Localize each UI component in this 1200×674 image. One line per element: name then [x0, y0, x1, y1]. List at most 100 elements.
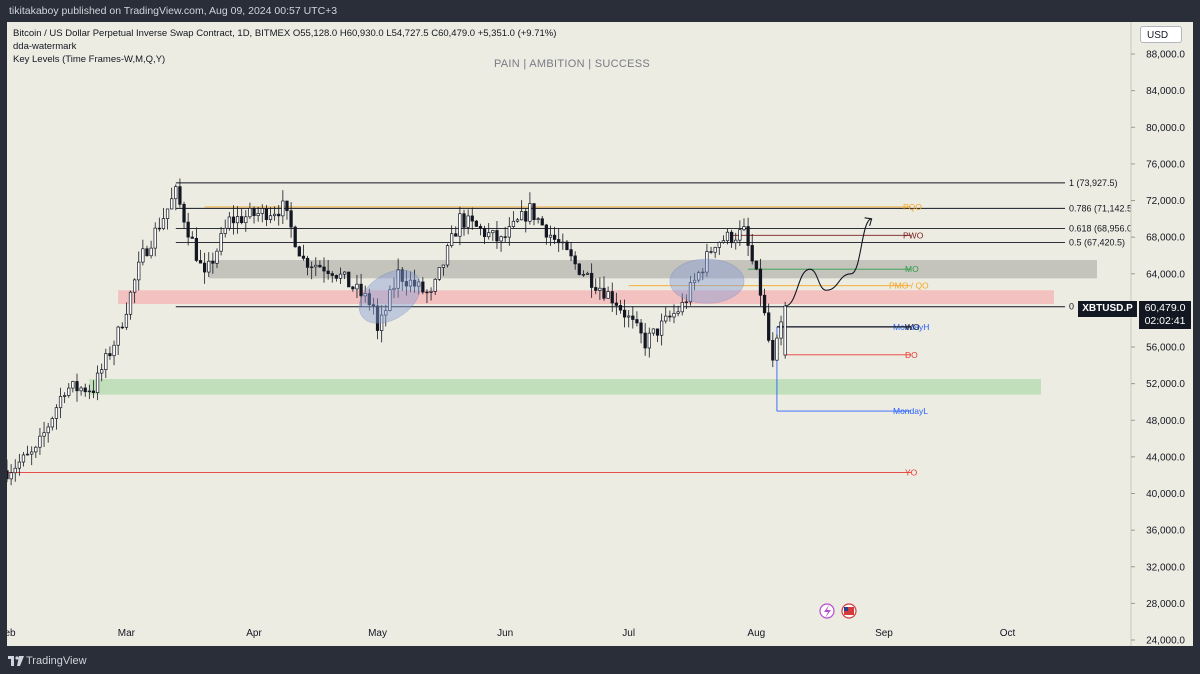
candle: [17, 453, 21, 476]
candle-body: [145, 248, 149, 257]
candle-body: [569, 249, 573, 257]
candle: [495, 221, 499, 249]
candle: [618, 299, 623, 314]
candle: [779, 315, 783, 346]
fib-level-label: 0: [1069, 302, 1074, 312]
candle-body: [388, 289, 392, 311]
candle: [9, 464, 13, 486]
candle-body: [100, 369, 104, 374]
candle-body: [338, 273, 343, 279]
candle: [21, 452, 26, 467]
chart-canvas[interactable]: 1 (73,927.5) 0.786 (71,142.5) 0.618 (68,95…: [7, 22, 1193, 646]
candle: [540, 215, 544, 226]
candle-body: [157, 227, 161, 230]
candle: [400, 267, 404, 291]
candle: [404, 270, 408, 296]
candle: [75, 373, 79, 402]
candle: [730, 229, 734, 248]
candle-body: [470, 215, 474, 222]
candle: [363, 285, 367, 303]
key-levels-indicator[interactable]: Key Levels (Time Frames-W,M,Q,Y): [13, 54, 166, 65]
candle: [408, 271, 413, 293]
candle: [277, 204, 281, 226]
candle: [660, 313, 664, 346]
candle-body: [104, 353, 108, 370]
time-tick-label: Jul: [622, 628, 635, 639]
candle-body: [305, 257, 310, 268]
candle-body: [75, 381, 79, 392]
candle: [170, 187, 174, 210]
candle-body: [738, 229, 742, 241]
candle: [482, 225, 487, 245]
candle: [371, 297, 376, 315]
candle-body: [355, 283, 359, 290]
candle-body: [301, 255, 306, 259]
candle-body: [87, 390, 91, 393]
candle-body: [30, 451, 34, 455]
candle: [532, 203, 536, 226]
candle: [149, 240, 153, 259]
currency-selector[interactable]: USD: [1140, 26, 1182, 43]
candle-body: [524, 211, 528, 222]
highlight-ellipse: [669, 258, 745, 304]
candle: [491, 229, 495, 241]
candle-body: [466, 215, 470, 228]
candle-body: [590, 272, 594, 288]
zone-green: [89, 379, 1042, 395]
candle-body: [367, 293, 371, 306]
candle: [507, 217, 511, 246]
candle: [520, 200, 524, 221]
candle: [219, 226, 223, 256]
candle-body: [577, 263, 581, 275]
candle-body: [21, 454, 26, 463]
fib-level-label: 0.786 (71,142.5): [1069, 203, 1135, 213]
candle: [178, 178, 182, 208]
candle: [342, 271, 347, 280]
bar-countdown: 02:02:41: [1144, 315, 1186, 327]
candle-body: [326, 270, 330, 274]
candle: [260, 204, 264, 223]
candle-body: [474, 220, 478, 227]
candle-body: [450, 233, 454, 246]
candle-body: [437, 267, 441, 280]
candle: [157, 217, 161, 232]
candle-body: [133, 279, 137, 293]
candle: [622, 299, 627, 328]
candle-body: [515, 219, 520, 222]
candle-body: [219, 233, 223, 252]
candle-body: [651, 328, 656, 334]
time-tick-label: Mar: [118, 628, 136, 639]
candle-body: [482, 228, 487, 238]
candle: [528, 192, 532, 225]
candle: [211, 252, 215, 274]
candle: [721, 235, 726, 244]
watermark-indicator[interactable]: dda-watermark: [13, 41, 77, 52]
candle-body: [396, 269, 400, 289]
candle: [235, 206, 240, 234]
candle: [647, 327, 651, 358]
candle: [227, 211, 231, 231]
candle: [244, 210, 248, 232]
candle: [470, 207, 474, 230]
footer-brand[interactable]: TradingView: [26, 655, 87, 667]
candle: [392, 277, 396, 299]
candle: [215, 248, 219, 269]
price-tick-label: 80,000.0: [1146, 123, 1185, 134]
candle-body: [223, 227, 227, 234]
candle-body: [161, 218, 166, 230]
candle: [186, 212, 190, 246]
candle-body: [83, 387, 87, 393]
candle: [762, 288, 767, 316]
candle-body: [178, 186, 182, 205]
key-level-label: MondayL: [893, 406, 928, 416]
chart-area[interactable]: 1 (73,927.5) 0.786 (71,142.5) 0.618 (68,95…: [7, 22, 1193, 646]
candle-body: [511, 220, 516, 227]
candle: [194, 227, 199, 263]
candle: [610, 282, 614, 312]
price-tick-label: 68,000.0: [1146, 233, 1185, 244]
candle-body: [680, 302, 684, 313]
candle: [738, 220, 742, 247]
zone-gray: [208, 260, 1097, 279]
candle-body: [165, 208, 170, 219]
